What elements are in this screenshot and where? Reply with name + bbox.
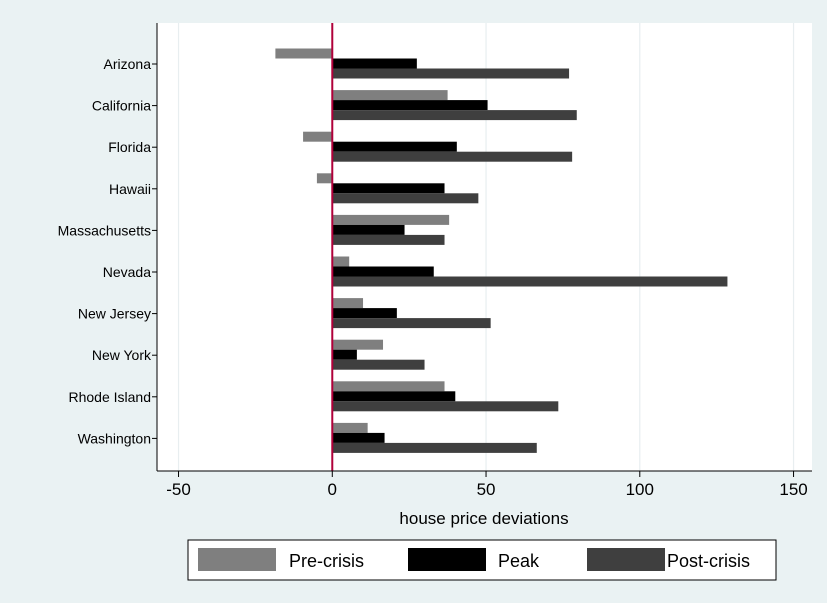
category-label: New Jersey xyxy=(78,306,151,322)
legend-label: Post-crisis xyxy=(667,551,750,571)
bar-post-crisis xyxy=(332,68,570,79)
bar-post-crisis xyxy=(332,318,491,329)
bar-peak xyxy=(332,58,417,69)
bar-peak xyxy=(332,432,385,443)
bar-peak xyxy=(332,183,445,194)
bar-post-crisis xyxy=(332,151,573,162)
category-label: Hawaii xyxy=(109,181,151,197)
bar-pre-crisis xyxy=(332,90,448,101)
gridlines xyxy=(177,23,795,471)
bar-peak xyxy=(332,391,456,402)
legend-swatch xyxy=(408,548,486,571)
bar-post-crisis xyxy=(332,401,559,412)
legend-swatch xyxy=(587,548,665,571)
bar-pre-crisis xyxy=(332,339,384,350)
x-tick-label: -50 xyxy=(166,480,191,499)
legend-label: Pre-crisis xyxy=(289,551,364,571)
bar-peak xyxy=(332,349,357,360)
bar-pre-crisis xyxy=(332,422,368,433)
bar-pre-crisis xyxy=(275,48,333,59)
bar-pre-crisis xyxy=(332,381,445,392)
x-tick-label: 150 xyxy=(779,480,807,499)
x-tick-label: 100 xyxy=(626,480,654,499)
legend: Pre-crisis Peak Post-crisis xyxy=(187,539,777,581)
bar-post-crisis xyxy=(332,442,537,453)
bar-peak xyxy=(332,224,405,235)
bar-peak xyxy=(332,308,397,319)
category-label: Washington xyxy=(78,430,151,446)
category-label: Massachusetts xyxy=(58,222,151,238)
x-axis-ticks: -50 0 50 100 150 xyxy=(166,471,808,499)
legend-swatch xyxy=(198,548,276,571)
bar-peak xyxy=(332,266,434,277)
bar-pre-crisis xyxy=(316,173,333,184)
bar-peak xyxy=(332,100,488,111)
plot-background xyxy=(157,23,812,471)
x-tick-label: 50 xyxy=(477,480,496,499)
category-label: Florida xyxy=(108,139,151,155)
x-tick-label: 0 xyxy=(328,480,337,499)
legend-label: Peak xyxy=(498,551,540,571)
legend-items: Pre-crisis Peak Post-crisis xyxy=(198,548,750,571)
bar-pre-crisis xyxy=(332,256,350,267)
bar-pre-crisis xyxy=(332,214,450,225)
bars xyxy=(275,48,728,453)
category-label: California xyxy=(92,98,151,114)
bar-peak xyxy=(332,141,457,152)
bar-post-crisis xyxy=(332,359,425,370)
x-axis-title: house price deviations xyxy=(399,509,568,528)
bar-post-crisis xyxy=(332,276,728,287)
bar-post-crisis xyxy=(332,234,445,245)
bar-pre-crisis xyxy=(332,298,364,309)
category-label: Arizona xyxy=(104,56,152,72)
category-label: Rhode Island xyxy=(68,389,151,405)
y-axis-category-labels: Arizona California Florida Hawaii Massachuse… xyxy=(58,56,157,446)
category-label: New York xyxy=(92,347,152,363)
bar-post-crisis xyxy=(332,193,479,204)
category-label: Nevada xyxy=(103,264,151,280)
bar-post-crisis xyxy=(332,110,577,121)
bar-pre-crisis xyxy=(303,131,333,142)
